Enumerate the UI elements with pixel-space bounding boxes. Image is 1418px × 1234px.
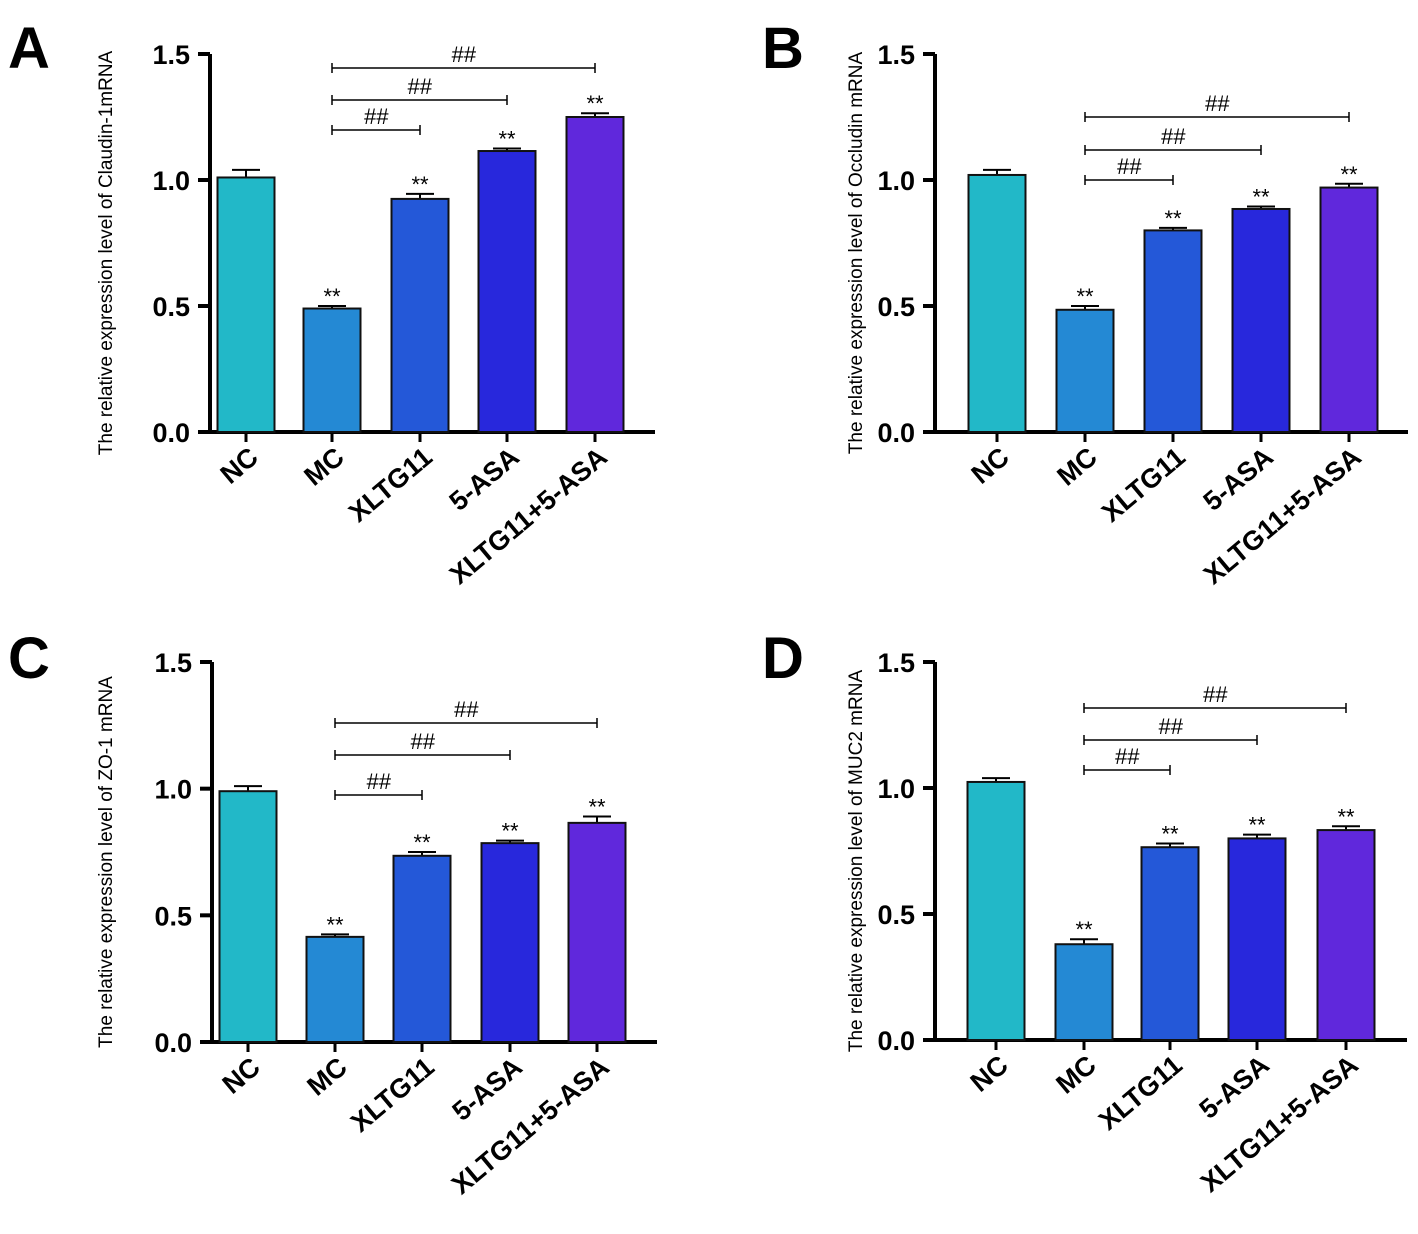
comparison-label: ## — [1161, 124, 1186, 149]
bar-nc — [966, 780, 1026, 1042]
bar-xltg11+5-asa — [1319, 186, 1379, 433]
bar-5-asa — [1231, 207, 1291, 433]
y-axis-label: The relative expression level of Occludi… — [846, 52, 867, 455]
significance-label: ** — [1076, 284, 1094, 309]
bar-xltg11 — [390, 197, 450, 433]
significance-label: ** — [501, 819, 519, 844]
y-tick-label: 1.0 — [154, 775, 192, 805]
bar-nc — [218, 790, 278, 1044]
comparison-label: ## — [410, 729, 435, 754]
significance-label: ** — [326, 912, 344, 937]
x-tick-label: XLTG11+5-ASA — [1198, 442, 1367, 591]
y-axis-label: The relative expression level of Claudin… — [96, 50, 117, 455]
x-tick-label: XLTG11+5-ASA — [1195, 1050, 1364, 1199]
y-tick-label: 0.0 — [877, 1026, 915, 1056]
comparison-label: ## — [364, 104, 389, 129]
y-tick-label: 0.5 — [154, 901, 192, 931]
panel-letter: D — [762, 626, 804, 691]
x-tick-label: NC — [215, 442, 264, 490]
y-tick-label: 0.5 — [877, 292, 915, 322]
significance-label: ** — [1337, 804, 1355, 829]
significance-label: ** — [1252, 184, 1270, 209]
bar-5-asa — [1227, 837, 1287, 1042]
panel-b: B The relative expression level of Occlud… — [762, 16, 1408, 590]
y-axis-label: The relative expression level of ZO-1 mR… — [96, 676, 117, 1048]
comparison-label: ## — [451, 42, 476, 67]
x-tick-label: NC — [966, 442, 1015, 490]
y-tick-label: 1.5 — [154, 648, 192, 678]
bar-xltg11+5-asa — [1316, 829, 1376, 1041]
x-tick-label: 5-ASA — [444, 442, 525, 517]
x-tick-label: XLTG11 — [1096, 442, 1191, 528]
x-tick-label: 5-ASA — [447, 1052, 528, 1127]
y-tick-label: 1.5 — [877, 40, 915, 70]
x-tick-label: XLTG11+5-ASA — [446, 1052, 615, 1201]
x-tick-label: XLTG11+5-ASA — [444, 442, 613, 591]
y-tick-label: 1.5 — [877, 648, 915, 678]
x-tick-label: 5-ASA — [1198, 442, 1279, 517]
panel-letter: B — [762, 16, 804, 81]
y-tick-label: 1.0 — [877, 166, 915, 196]
bar-nc — [967, 173, 1027, 434]
x-tick-label: 5-ASA — [1194, 1050, 1275, 1125]
bar-5-asa — [480, 842, 540, 1044]
significance-label: ** — [411, 172, 429, 197]
comparison-label: ## — [1117, 154, 1142, 179]
significance-label: ** — [586, 91, 604, 116]
bar-xltg11+5-asa — [567, 821, 627, 1043]
y-axis-label: The relative expression level of MUC2 mR… — [846, 670, 867, 1053]
y-tick-label: 0.0 — [877, 418, 915, 448]
comparison-label: ## — [454, 697, 479, 722]
bar-xltg11 — [392, 854, 452, 1043]
comparison-label: ## — [1158, 714, 1183, 739]
comparison-label: ## — [1203, 682, 1228, 707]
y-tick-label: 1.0 — [877, 774, 915, 804]
bar-mc — [1054, 943, 1114, 1041]
panel-letter: C — [8, 626, 50, 691]
significance-label: ** — [413, 830, 431, 855]
x-tick-label: XLTG11 — [343, 442, 438, 528]
x-tick-label: MC — [298, 442, 349, 492]
comparison-label: ## — [366, 769, 391, 794]
bar-mc — [302, 307, 362, 433]
x-tick-label: XLTG11 — [345, 1052, 440, 1138]
y-tick-label: 0.5 — [152, 292, 190, 322]
y-tick-label: 0.0 — [152, 418, 190, 448]
y-tick-label: 1.5 — [152, 40, 190, 70]
bar-nc — [216, 176, 276, 433]
bar-5-asa — [477, 150, 537, 434]
panel-c: C The relative expression level of ZO-1 m… — [8, 626, 657, 1200]
bar-xltg11 — [1140, 846, 1200, 1041]
y-tick-label: 1.0 — [152, 166, 190, 196]
comparison-label: ## — [1115, 744, 1140, 769]
comparison-label: ## — [1205, 91, 1230, 116]
x-tick-label: MC — [1051, 442, 1102, 492]
significance-label: ** — [588, 795, 606, 820]
x-tick-label: NC — [217, 1052, 266, 1100]
panel-d: D The relative expression level of MUC2 m… — [762, 626, 1407, 1198]
significance-label: ** — [1075, 917, 1093, 942]
significance-label: ** — [1340, 162, 1358, 187]
significance-label: ** — [1248, 813, 1266, 838]
significance-label: ** — [1164, 206, 1182, 231]
significance-label: ** — [1161, 821, 1179, 846]
bar-xltg11+5-asa — [565, 116, 625, 433]
significance-label: ** — [323, 284, 341, 309]
bar-mc — [305, 935, 365, 1043]
comparison-label: ## — [407, 74, 432, 99]
bar-mc — [1055, 308, 1115, 433]
x-tick-label: MC — [301, 1052, 352, 1102]
x-tick-label: XLTG11 — [1093, 1050, 1188, 1136]
bar-xltg11 — [1143, 229, 1203, 433]
y-tick-label: 0.0 — [154, 1028, 192, 1058]
significance-label: ** — [498, 127, 516, 152]
x-tick-label: NC — [965, 1050, 1014, 1098]
panel-a: A The relative expression level of Claudi… — [8, 16, 655, 590]
y-tick-label: 0.5 — [877, 900, 915, 930]
x-tick-label: MC — [1050, 1050, 1101, 1100]
panel-letter: A — [8, 16, 50, 81]
